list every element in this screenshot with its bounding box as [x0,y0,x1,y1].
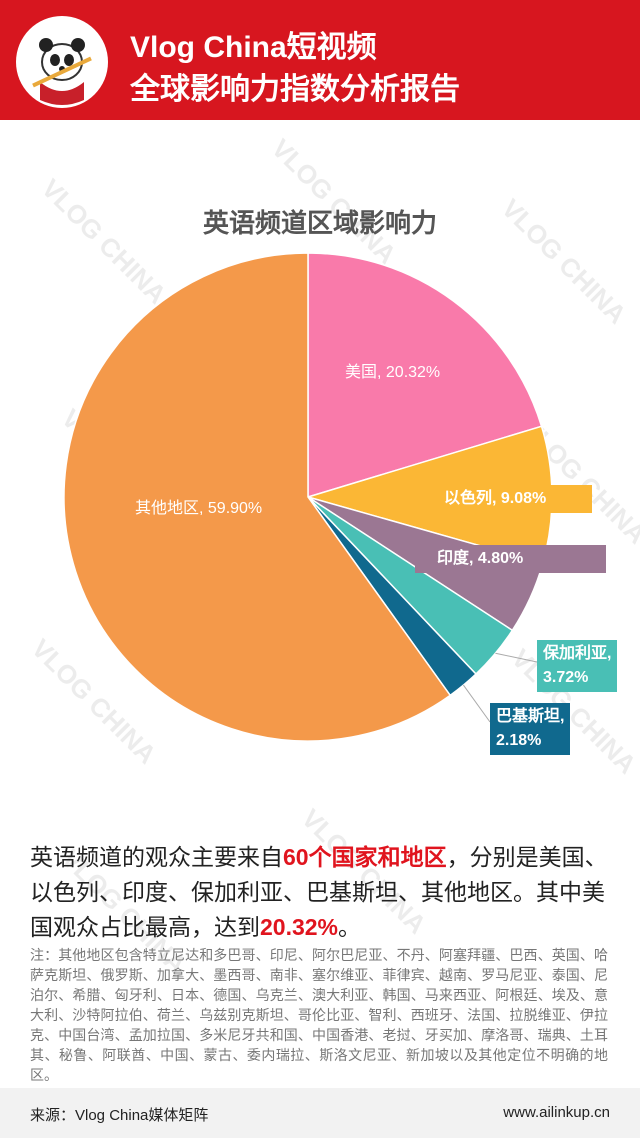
description-text: 英语频道的观众主要来自 [30,844,283,870]
logo [16,16,108,108]
highlight: 60个国家和地区 [283,844,447,870]
title-line: 全球影响力指数分析报告 [130,73,460,106]
slice-label: 保加利亚, 3.72% [537,640,618,692]
description: 英语频道的观众主要来自60个国家和地区，分别是美国、以色列、印度、保加利亚、巴基… [30,840,615,945]
slice-label: 印度, 4.80% [415,545,606,573]
description-text: ，分别是美国、以色列、印度、保加利亚、巴基斯坦、其他地区。其中美国观众占比最高，… [30,844,608,940]
note: 注：其他地区包含特立尼达和多巴哥、印尼、阿尔巴尼亚、不丹、阿塞拜疆、巴西、英国、… [30,947,608,1083]
watermark: VLOG CHINA [266,133,403,270]
source: 来源：Vlog China媒体矩阵 [30,1107,209,1124]
slice-label: 其他地区, 59.90% [135,500,263,517]
slice-label: 美国, 20.32% [345,364,441,381]
watermark: VLOG CHINA [36,173,173,310]
website: www.ailinkup.cn [503,1104,610,1121]
chart-title: 英语频道区域影响力 [202,208,437,238]
leader-line [495,652,538,663]
highlight: 20.32% [260,914,339,940]
footer: 来源：Vlog China媒体矩阵 www.ailinkup.cn [0,1088,640,1138]
slice-label: 巴基斯坦, 2.18% [490,703,571,755]
title-line: Vlog China短视频 [130,31,377,64]
description-text: 。 [338,914,362,940]
leader-line [463,684,491,723]
slice-label: 以色列, 9.08% [422,485,592,513]
pie-slice [63,252,452,742]
pie-slice [307,252,543,499]
